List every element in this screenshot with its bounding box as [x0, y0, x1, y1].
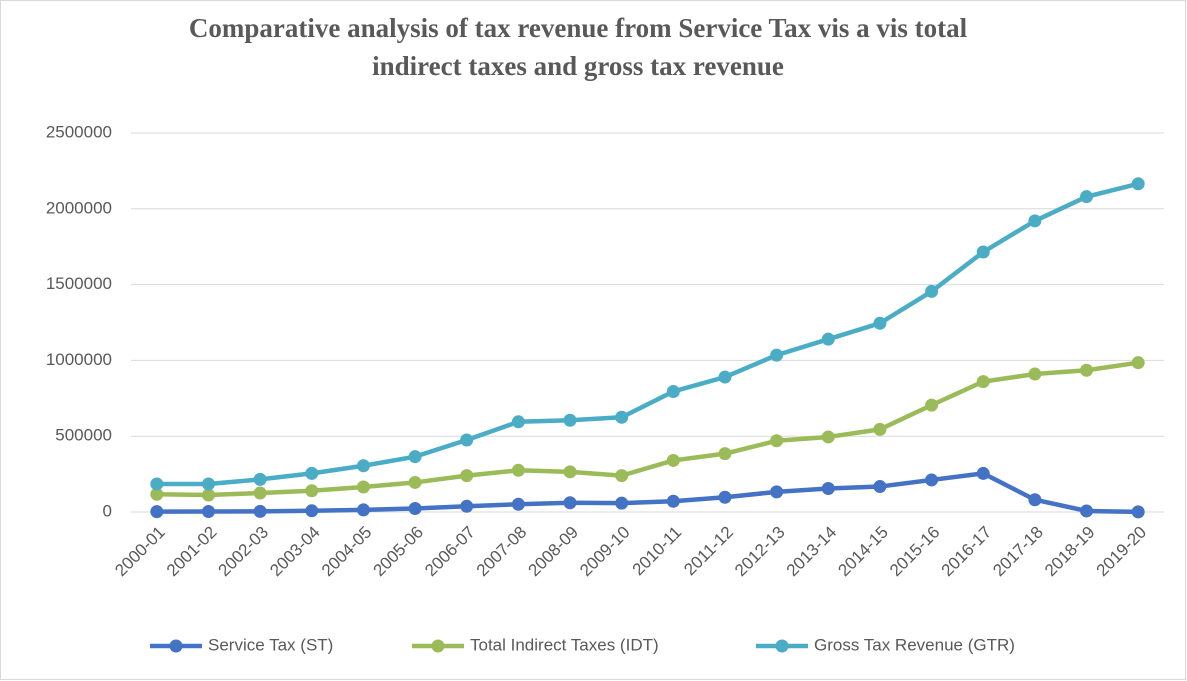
data-point — [976, 245, 990, 259]
data-point — [666, 384, 680, 398]
data-point — [718, 447, 732, 461]
data-point — [356, 480, 370, 494]
data-point — [201, 504, 215, 518]
data-point — [253, 472, 267, 486]
data-point — [976, 375, 990, 389]
legend-marker — [775, 639, 789, 653]
data-point — [511, 497, 525, 511]
y-tick-label: 1000000 — [46, 350, 112, 369]
data-point — [460, 433, 474, 447]
data-point — [821, 482, 835, 496]
data-point — [1131, 505, 1145, 519]
data-point — [1080, 363, 1094, 377]
data-point — [615, 469, 629, 483]
data-point — [305, 466, 319, 480]
y-tick-label: 2000000 — [46, 198, 112, 217]
data-point — [408, 475, 422, 489]
data-point — [150, 477, 164, 491]
data-point — [460, 469, 474, 483]
data-point — [770, 348, 784, 362]
data-point — [873, 316, 887, 330]
data-point — [511, 463, 525, 477]
y-tick-label: 1500000 — [46, 274, 112, 293]
legend-label: Total Indirect Taxes (IDT) — [470, 635, 659, 654]
series-line — [156, 471, 1139, 515]
series-line — [156, 360, 1139, 498]
legend-label: Gross Tax Revenue (GTR) — [814, 635, 1015, 654]
data-point — [925, 284, 939, 298]
data-point — [305, 484, 319, 498]
data-point — [976, 466, 990, 480]
data-point — [1131, 356, 1145, 370]
data-point — [821, 430, 835, 444]
data-point — [718, 370, 732, 384]
series-line — [156, 181, 1139, 487]
data-point — [201, 477, 215, 491]
data-point — [253, 504, 267, 518]
data-point — [1080, 190, 1094, 204]
data-point — [511, 415, 525, 429]
data-point — [1028, 493, 1042, 507]
chart-title: indirect taxes and gross tax revenue — [372, 51, 784, 81]
data-point — [666, 494, 680, 508]
data-point — [666, 453, 680, 467]
data-point — [408, 502, 422, 516]
y-tick-label: 0 — [103, 501, 112, 520]
data-point — [925, 398, 939, 412]
data-point — [615, 496, 629, 510]
data-point — [563, 465, 577, 479]
data-point — [770, 434, 784, 448]
data-point — [253, 486, 267, 500]
data-point — [770, 485, 784, 499]
data-point — [356, 503, 370, 517]
data-point — [615, 410, 629, 424]
data-point — [718, 490, 732, 504]
data-point — [201, 488, 215, 502]
data-point — [1028, 367, 1042, 381]
data-point — [563, 413, 577, 427]
data-point — [821, 332, 835, 346]
data-point — [925, 473, 939, 487]
legend-marker — [169, 639, 183, 653]
data-point — [460, 499, 474, 513]
data-point — [1028, 214, 1042, 228]
y-tick-label: 500000 — [55, 426, 112, 445]
legend-marker — [431, 639, 445, 653]
data-point — [1131, 177, 1145, 191]
data-point — [1080, 504, 1094, 518]
data-point — [356, 459, 370, 473]
data-point — [150, 505, 164, 519]
data-point — [873, 422, 887, 436]
data-point — [408, 450, 422, 464]
data-point — [150, 487, 164, 501]
y-tick-label: 2500000 — [46, 122, 112, 141]
data-point — [305, 504, 319, 518]
chart-title: Comparative analysis of tax revenue from… — [189, 13, 968, 43]
data-point — [563, 496, 577, 510]
data-point — [873, 480, 887, 494]
legend-label: Service Tax (ST) — [208, 635, 333, 654]
